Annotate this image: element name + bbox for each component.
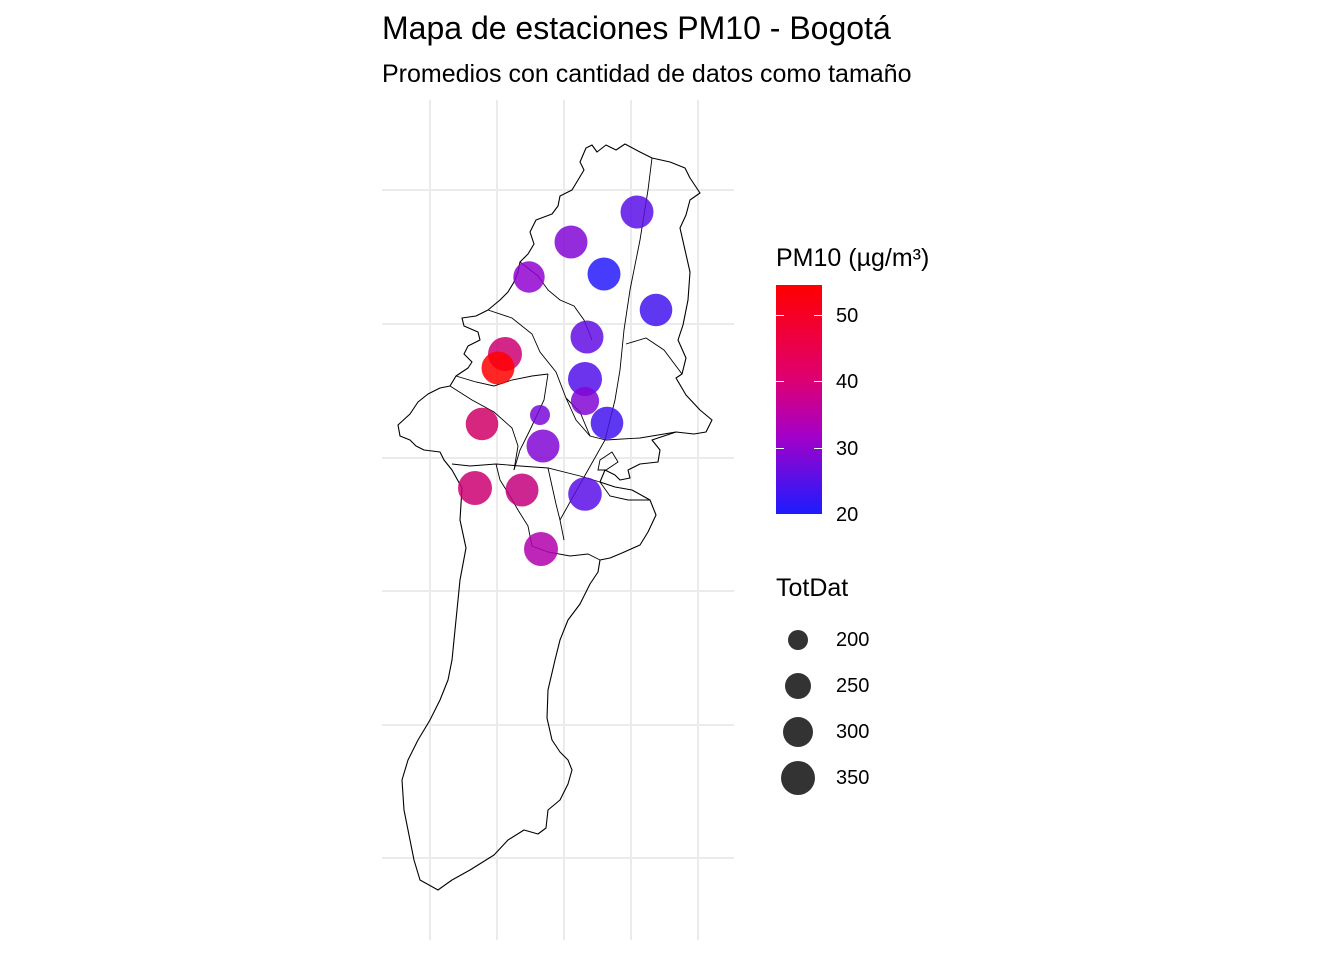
map-grid (382, 100, 734, 940)
station-marker[interactable] (465, 407, 499, 441)
locality-line (547, 467, 565, 541)
station-marker[interactable] (639, 293, 673, 327)
station-marker[interactable] (458, 471, 492, 505)
station-marker[interactable] (620, 195, 654, 229)
color-legend-label: 30 (836, 438, 859, 460)
station-marker[interactable] (513, 261, 545, 293)
colorbar-tick (814, 315, 822, 316)
map-title: Mapa de estaciones PM10 - Bogotá (382, 10, 891, 46)
size-legend-key (783, 717, 813, 747)
station-marker[interactable] (568, 362, 602, 396)
station-marker[interactable] (568, 477, 602, 511)
map-subtitle: Promedios con cantidad de datos como tam… (382, 60, 912, 88)
station-marker[interactable] (554, 225, 588, 259)
city-outline (397, 143, 713, 891)
bogota-boundaries (397, 143, 713, 891)
locality-line (597, 451, 619, 471)
size-legend-key (788, 630, 808, 650)
station-marker[interactable] (590, 406, 624, 440)
color-legend-label: 40 (836, 371, 859, 393)
color-legend-label: 50 (836, 305, 859, 327)
colorbar-tick (776, 315, 784, 316)
station-marker[interactable] (526, 429, 560, 463)
size-legend-label: 300 (836, 721, 870, 743)
colorbar-tick (814, 381, 822, 382)
colorbar-tick (814, 448, 822, 449)
size-legend-label: 350 (836, 767, 870, 789)
size-legend-key (785, 673, 811, 699)
station-marker[interactable] (570, 386, 600, 416)
color-legend-label: 20 (836, 504, 859, 526)
size-legend-title: TotDat (776, 574, 849, 602)
station-marker[interactable] (524, 532, 558, 566)
station-marker[interactable] (481, 351, 515, 385)
locality-line (599, 481, 650, 501)
size-legend-key (781, 761, 815, 795)
size-legend-label: 200 (836, 629, 870, 651)
station-marker[interactable] (530, 405, 550, 425)
locality-line (451, 463, 601, 483)
colorbar-tick (776, 448, 784, 449)
colorbar-tick (776, 381, 784, 382)
locality-line (513, 373, 549, 471)
color-legend-title: PM10 (µg/m³) (776, 244, 930, 272)
station-marker[interactable] (505, 473, 539, 507)
size-legend-label: 250 (836, 675, 870, 697)
locality-line (625, 337, 683, 375)
station-marker[interactable] (570, 320, 604, 354)
color-legend-bar (776, 285, 822, 514)
station-marker[interactable] (587, 257, 621, 291)
locality-line (449, 385, 519, 471)
stations-layer (458, 195, 673, 566)
